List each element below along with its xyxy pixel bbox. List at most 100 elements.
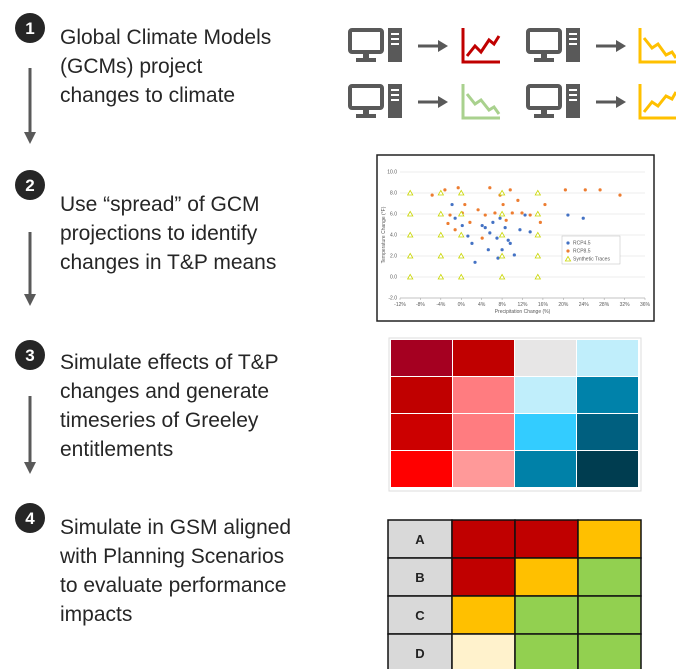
scatter-point: [498, 189, 506, 196]
scatter-point: [488, 186, 492, 190]
computer-icon: [526, 26, 582, 64]
heatmap-cell: [515, 414, 576, 450]
scatter-point: [528, 230, 532, 234]
scatter-point: [506, 238, 510, 242]
scatter-point: [406, 210, 414, 217]
y-tick-label: -2.0: [388, 296, 397, 302]
scatter-point: [528, 213, 532, 217]
x-tick-label: 20%: [558, 302, 569, 308]
step-text: (GCMs) project: [60, 55, 203, 78]
step-text: Global Climate Models: [60, 26, 271, 49]
step-text: with Planning Scenarios: [59, 545, 284, 568]
scatter-point: [486, 248, 490, 252]
scatter-point: [496, 256, 500, 260]
scatter-point: [483, 213, 487, 217]
scatter-point: [498, 231, 506, 238]
scatter-point: [510, 211, 514, 215]
table-label-cell: [387, 519, 453, 559]
step-number: 3: [25, 346, 34, 365]
heatmap-cell: [577, 377, 638, 413]
scatter-point: [453, 228, 457, 232]
scatter-point: [543, 202, 547, 207]
scatter-point: [501, 202, 505, 207]
y-tick-label: 10.0: [387, 170, 397, 176]
step-text: impacts: [60, 603, 132, 626]
step-text: entitlements: [60, 438, 173, 461]
legend-label: RCP4.5: [573, 241, 591, 247]
arrow-icon: [594, 38, 628, 54]
scatter-point: [566, 213, 570, 217]
table-cell: [514, 519, 579, 559]
legend-box: [561, 235, 621, 265]
x-tick-label: 8%: [498, 302, 506, 308]
table-label: B: [415, 570, 424, 585]
x-tick-label: -8%: [416, 302, 425, 308]
scatter-point: [460, 223, 464, 228]
table-cell: [514, 557, 579, 597]
scatter-point: [437, 189, 445, 196]
scatter-point: [430, 193, 434, 197]
table-cell: [451, 557, 516, 597]
scatter-point: [538, 220, 542, 224]
heatmap-cell: [391, 414, 452, 450]
scatter-point: [523, 213, 527, 217]
scatter-point: [488, 231, 492, 235]
scatter-point: [456, 186, 460, 190]
legend-marker: [566, 241, 570, 245]
scatter-point: [583, 188, 587, 192]
table-label-cell: [387, 595, 453, 635]
steps: 1 Global Climate Models (GCMs) project chan…: [15, 13, 291, 626]
scatter-point: [483, 226, 487, 230]
table-cell: [577, 595, 642, 635]
table-cell: [514, 595, 579, 635]
heatmap-cell: [453, 340, 514, 376]
heatmap: [391, 340, 638, 487]
scatter-point: [450, 202, 454, 207]
heatmap-cell: [577, 451, 638, 487]
x-tick-label: 0%: [458, 302, 466, 308]
step-text: changes to climate: [60, 84, 235, 107]
y-tick-label: 8.0: [390, 191, 397, 197]
table-label: A: [415, 532, 425, 547]
computer-icon: [348, 26, 404, 64]
scatter-point: [466, 234, 470, 238]
table-cell: [514, 633, 579, 669]
heatmap-cell: [515, 340, 576, 376]
y-axis-label: Temperature Change (°F): [381, 206, 387, 263]
scatter-point: [406, 189, 414, 196]
scatter-point: [457, 273, 465, 280]
scatter-point: [406, 273, 414, 280]
y-tick-label: 4.0: [390, 233, 397, 239]
step-number: 1: [25, 19, 34, 38]
step-badge: [15, 503, 45, 533]
legend-marker: [566, 249, 570, 253]
heatmap-cell: [453, 451, 514, 487]
table-label: D: [415, 646, 424, 661]
scatter-point: [516, 198, 520, 202]
scatter-point: [406, 252, 414, 259]
scatter-chart: -2.0 0.0 2.0 4.0 6.0 8.0 10.0 -12% -8% -4% 0% 4% 8% 1…: [381, 170, 651, 316]
step-badge: [15, 340, 45, 370]
scatter-point: [480, 223, 484, 228]
step-number: 4: [25, 509, 35, 528]
scatter-point: [498, 273, 506, 280]
step-text: projections to identify: [60, 222, 258, 245]
scatter-point: [508, 241, 512, 245]
x-tick-label: 32%: [620, 302, 631, 308]
step-text: Simulate effects of T&P: [60, 351, 279, 374]
scatter-point: [534, 231, 542, 238]
heatmap-cell: [577, 414, 638, 450]
scatter-point: [480, 236, 484, 240]
scatter-point: [473, 260, 477, 264]
heatmap-cell: [391, 377, 452, 413]
scatter-point: [491, 220, 495, 224]
scatter-point: [534, 189, 542, 196]
scatter-point: [500, 248, 504, 252]
scatter-point: [457, 189, 465, 196]
scatter-point: [534, 210, 542, 217]
scenario-table: A B C D: [387, 519, 642, 669]
step-text: changes and generate: [60, 380, 269, 403]
y-tick-label: 0.0: [390, 275, 397, 281]
heatmap-cell: [453, 414, 514, 450]
trend-icon: [638, 28, 676, 64]
